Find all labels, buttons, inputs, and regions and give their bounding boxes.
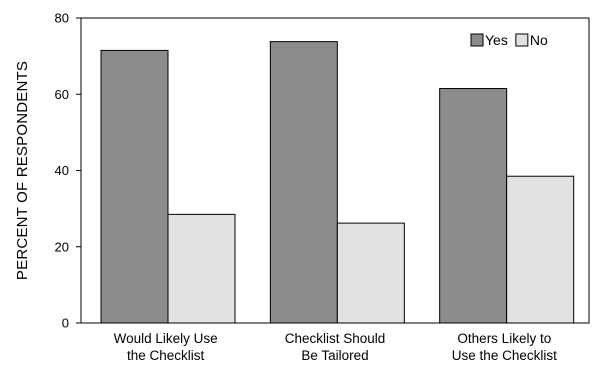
y-axis-title: PERCENT OF RESPONDENTS: [14, 61, 31, 280]
y-tick-label: 80: [55, 11, 69, 26]
y-tick-label: 40: [55, 163, 69, 178]
legend-swatch-no: [515, 33, 529, 47]
y-tick-label: 0: [62, 316, 69, 331]
bars-layer: [100, 41, 575, 324]
x-category-label: Use the Checklist: [452, 348, 557, 363]
legend-swatch-yes: [470, 33, 484, 47]
x-axis: Would Likely Use the Checklist Checklist S…: [114, 331, 557, 363]
y-tick-label: 20: [55, 239, 69, 254]
y-axis: 0 20 40 60 80: [55, 11, 81, 331]
x-category-label: Would Likely Use: [114, 331, 218, 346]
x-category-label: Others Likely to: [457, 331, 551, 346]
x-category-label: Checklist Should: [285, 331, 386, 346]
bar-yes-3: [439, 88, 508, 324]
x-category-label: the Checklist: [127, 348, 205, 363]
bar-no-1: [167, 213, 236, 324]
bar-yes-2: [269, 41, 338, 324]
bar-yes-1: [100, 49, 169, 324]
legend-label-yes: Yes: [485, 32, 508, 48]
legend: Yes No: [470, 32, 548, 48]
bar-no-2: [336, 222, 405, 324]
y-tick-label: 60: [55, 87, 69, 102]
legend-label-no: No: [530, 32, 548, 48]
bar-no-3: [506, 175, 575, 324]
x-category-label: Be Tailored: [301, 348, 368, 363]
